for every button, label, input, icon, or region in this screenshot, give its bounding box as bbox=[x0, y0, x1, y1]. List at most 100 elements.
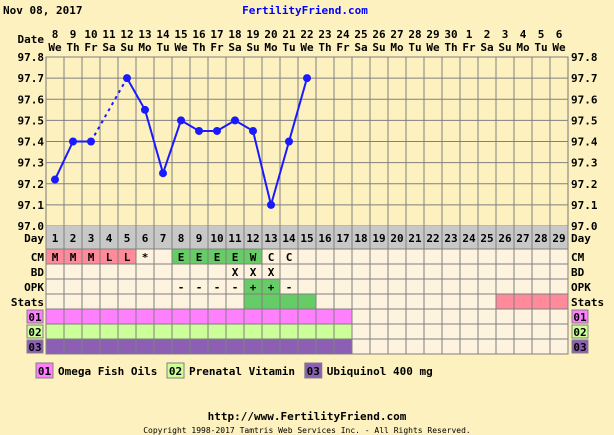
supplement-01-cell[interactable] bbox=[477, 308, 497, 325]
temperature-point[interactable] bbox=[123, 74, 131, 83]
supplement-01-cell[interactable] bbox=[99, 308, 119, 325]
supplement-03-cell[interactable] bbox=[423, 338, 443, 355]
stats-cell[interactable] bbox=[495, 293, 515, 310]
supplement-02-cell[interactable] bbox=[135, 323, 155, 340]
supplement-02-cell[interactable] bbox=[189, 323, 209, 340]
bd-cell[interactable] bbox=[189, 263, 209, 280]
temperature-point[interactable] bbox=[195, 126, 203, 135]
bd-cell[interactable] bbox=[333, 263, 353, 280]
supplement-02-cell[interactable] bbox=[513, 323, 533, 340]
supplement-01-cell[interactable] bbox=[45, 308, 65, 325]
opk-cell[interactable] bbox=[333, 278, 353, 295]
bd-cell[interactable] bbox=[387, 263, 407, 280]
supplement-02-cell[interactable] bbox=[495, 323, 515, 340]
bd-cell[interactable] bbox=[513, 263, 533, 280]
supplement-02-cell[interactable] bbox=[531, 323, 551, 340]
supplement-01-cell[interactable] bbox=[153, 308, 173, 325]
stats-cell[interactable] bbox=[549, 293, 569, 310]
stats-cell[interactable] bbox=[513, 293, 533, 310]
cm-cell[interactable] bbox=[387, 248, 407, 265]
supplement-03-cell[interactable] bbox=[351, 338, 371, 355]
supplement-01-cell[interactable] bbox=[441, 308, 461, 325]
supplement-01-cell[interactable] bbox=[549, 308, 569, 325]
supplement-03-cell[interactable] bbox=[513, 338, 533, 355]
supplement-01-cell[interactable] bbox=[387, 308, 407, 325]
supplement-03-cell[interactable] bbox=[459, 338, 479, 355]
supplement-02-cell[interactable] bbox=[63, 323, 83, 340]
stats-cell[interactable] bbox=[477, 293, 497, 310]
cm-cell[interactable] bbox=[333, 248, 353, 265]
supplement-01-cell[interactable] bbox=[81, 308, 101, 325]
supplement-01-cell[interactable] bbox=[351, 308, 371, 325]
opk-cell[interactable] bbox=[549, 278, 569, 295]
stats-cell[interactable] bbox=[297, 293, 317, 310]
bd-cell[interactable] bbox=[117, 263, 137, 280]
cm-cell[interactable] bbox=[153, 248, 173, 265]
temperature-point[interactable] bbox=[177, 116, 185, 125]
cm-cell[interactable] bbox=[549, 248, 569, 265]
supplement-02-cell[interactable] bbox=[351, 323, 371, 340]
supplement-02-cell[interactable] bbox=[387, 323, 407, 340]
supplement-03-cell[interactable] bbox=[279, 338, 299, 355]
supplement-03-cell[interactable] bbox=[99, 338, 119, 355]
bd-cell[interactable] bbox=[297, 263, 317, 280]
supplement-01-cell[interactable] bbox=[135, 308, 155, 325]
stats-cell[interactable] bbox=[207, 293, 227, 310]
temperature-point[interactable] bbox=[159, 169, 167, 178]
supplement-02-cell[interactable] bbox=[315, 323, 335, 340]
stats-cell[interactable] bbox=[225, 293, 245, 310]
supplement-02-cell[interactable] bbox=[117, 323, 137, 340]
cm-cell[interactable] bbox=[531, 248, 551, 265]
opk-cell[interactable] bbox=[351, 278, 371, 295]
opk-cell[interactable] bbox=[63, 278, 83, 295]
bd-cell[interactable] bbox=[459, 263, 479, 280]
supplement-01-cell[interactable] bbox=[423, 308, 443, 325]
cm-cell[interactable] bbox=[477, 248, 497, 265]
stats-cell[interactable] bbox=[153, 293, 173, 310]
stats-cell[interactable] bbox=[333, 293, 353, 310]
supplement-02-cell[interactable] bbox=[207, 323, 227, 340]
supplement-03-cell[interactable] bbox=[81, 338, 101, 355]
supplement-02-cell[interactable] bbox=[279, 323, 299, 340]
temperature-point[interactable] bbox=[249, 126, 257, 135]
supplement-03-cell[interactable] bbox=[333, 338, 353, 355]
supplement-03-cell[interactable] bbox=[549, 338, 569, 355]
bd-cell[interactable] bbox=[171, 263, 191, 280]
stats-cell[interactable] bbox=[243, 293, 263, 310]
opk-cell[interactable] bbox=[135, 278, 155, 295]
supplement-02-cell[interactable] bbox=[441, 323, 461, 340]
opk-cell[interactable] bbox=[297, 278, 317, 295]
supplement-03-cell[interactable] bbox=[369, 338, 389, 355]
supplement-03-cell[interactable] bbox=[495, 338, 515, 355]
opk-cell[interactable] bbox=[513, 278, 533, 295]
cm-cell[interactable] bbox=[315, 248, 335, 265]
supplement-01-cell[interactable] bbox=[405, 308, 425, 325]
supplement-03-cell[interactable] bbox=[153, 338, 173, 355]
temperature-point[interactable] bbox=[141, 105, 149, 114]
supplement-03-cell[interactable] bbox=[225, 338, 245, 355]
site-link[interactable]: FertilityFriend.com bbox=[242, 4, 368, 17]
temperature-point[interactable] bbox=[87, 137, 95, 146]
cm-cell[interactable] bbox=[495, 248, 515, 265]
supplement-02-cell[interactable] bbox=[369, 323, 389, 340]
supplement-01-cell[interactable] bbox=[225, 308, 245, 325]
supplement-02-cell[interactable] bbox=[225, 323, 245, 340]
supplement-01-cell[interactable] bbox=[207, 308, 227, 325]
supplement-02-cell[interactable] bbox=[405, 323, 425, 340]
cm-cell[interactable] bbox=[423, 248, 443, 265]
supplement-01-cell[interactable] bbox=[63, 308, 83, 325]
supplement-02-cell[interactable] bbox=[297, 323, 317, 340]
bd-cell[interactable] bbox=[495, 263, 515, 280]
bd-cell[interactable] bbox=[135, 263, 155, 280]
supplement-03-cell[interactable] bbox=[261, 338, 281, 355]
supplement-03-cell[interactable] bbox=[45, 338, 65, 355]
supplement-03-cell[interactable] bbox=[405, 338, 425, 355]
supplement-02-cell[interactable] bbox=[153, 323, 173, 340]
stats-cell[interactable] bbox=[45, 293, 65, 310]
supplement-01-cell[interactable] bbox=[171, 308, 191, 325]
supplement-03-cell[interactable] bbox=[297, 338, 317, 355]
stats-cell[interactable] bbox=[351, 293, 371, 310]
supplement-02-cell[interactable] bbox=[459, 323, 479, 340]
supplement-03-cell[interactable] bbox=[315, 338, 335, 355]
temperature-point[interactable] bbox=[267, 200, 275, 209]
